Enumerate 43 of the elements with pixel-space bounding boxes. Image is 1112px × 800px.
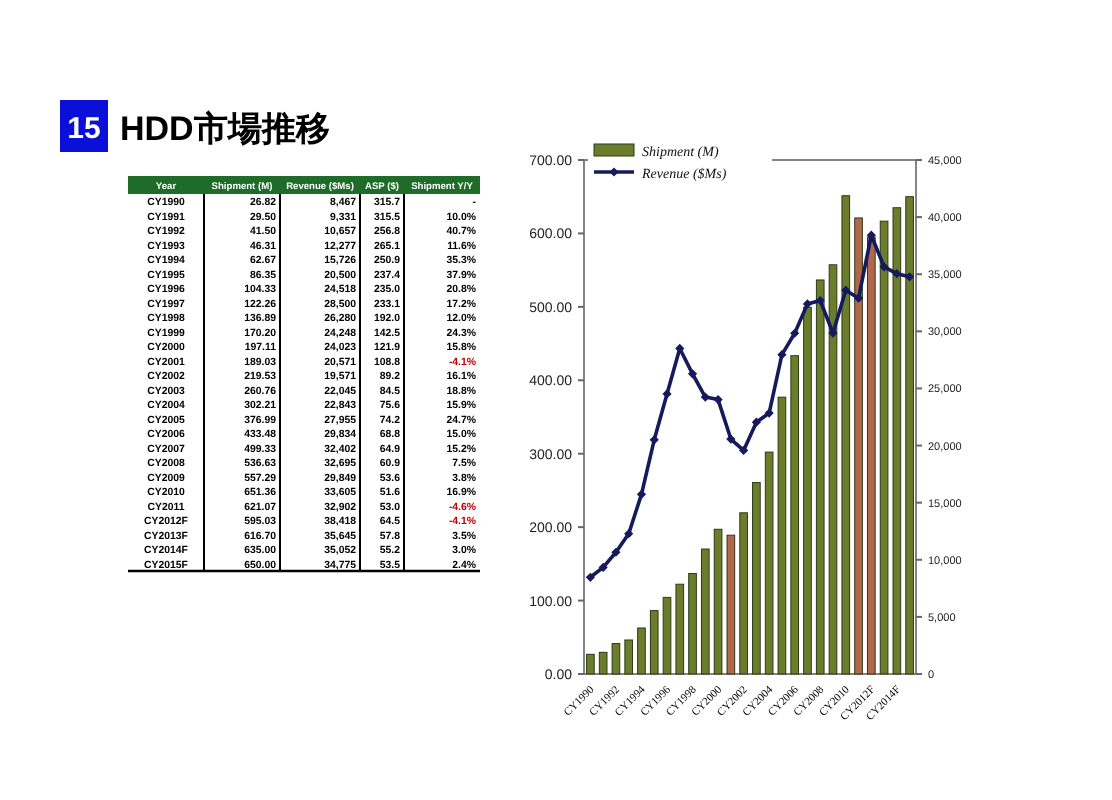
bar	[815, 279, 825, 675]
bar	[649, 610, 659, 675]
bar	[637, 627, 646, 675]
point	[598, 562, 608, 573]
point	[662, 389, 672, 399]
point	[815, 295, 825, 306]
point	[585, 572, 595, 582]
point	[636, 489, 647, 499]
point	[700, 392, 710, 402]
point	[739, 445, 749, 456]
bar	[803, 306, 812, 675]
point	[713, 395, 723, 405]
bar	[790, 355, 800, 675]
point	[777, 350, 787, 360]
point	[879, 262, 889, 272]
bar	[688, 572, 697, 675]
point	[726, 434, 736, 444]
bar	[675, 583, 685, 675]
bar	[739, 512, 748, 675]
bar	[854, 217, 863, 675]
point	[802, 299, 813, 309]
bar	[586, 653, 595, 675]
bar	[752, 482, 761, 675]
point	[853, 293, 864, 303]
bar	[624, 639, 634, 675]
point	[611, 547, 621, 557]
bar	[866, 236, 876, 675]
bar	[905, 196, 914, 675]
bar	[841, 195, 851, 675]
point	[624, 529, 634, 539]
point	[751, 417, 761, 427]
text: 15	[67, 112, 101, 146]
point	[649, 435, 659, 445]
point	[687, 369, 698, 379]
bar	[662, 596, 672, 675]
point	[841, 285, 851, 295]
point	[905, 272, 915, 282]
point	[892, 269, 902, 279]
chart-title: HDD市場推移	[120, 110, 330, 148]
bar	[700, 548, 710, 675]
bar	[828, 264, 838, 675]
point	[764, 408, 774, 418]
point	[790, 328, 800, 338]
